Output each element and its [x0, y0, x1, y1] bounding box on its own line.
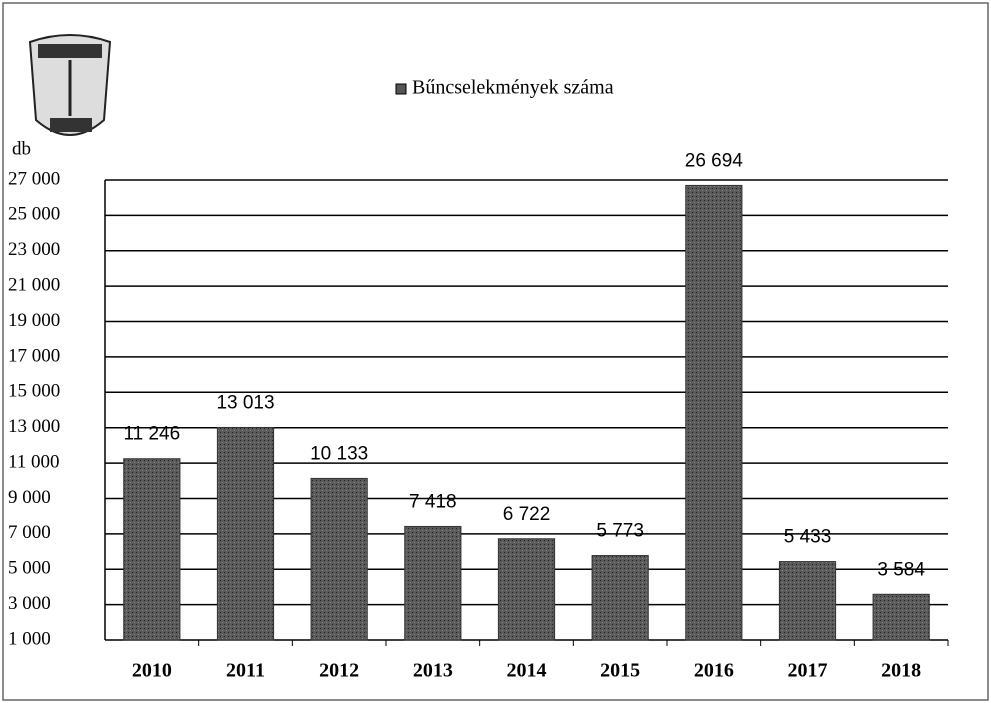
bar: [685, 184, 743, 641]
x-tick-label: 2015: [600, 660, 640, 682]
y-tick-label: 19 000: [8, 310, 60, 331]
y-tick-label: 25 000: [8, 204, 60, 225]
x-tick-label: 2012: [319, 660, 359, 682]
x-tick-label: 2010: [132, 660, 172, 682]
y-tick-label: 1 000: [8, 628, 51, 649]
value-label: 13 013: [216, 392, 274, 413]
x-tick-label: 2011: [226, 660, 265, 682]
legend-swatch: [395, 83, 407, 95]
y-tick-label: 9 000: [8, 487, 51, 508]
bar: [872, 593, 930, 641]
y-tick-label: 7 000: [8, 522, 51, 543]
y-tick-label: 23 000: [8, 239, 60, 260]
x-tick-label: 2013: [413, 660, 453, 682]
value-label: 3 584: [877, 559, 925, 580]
value-label: 7 418: [409, 491, 457, 512]
y-tick-label: 3 000: [8, 593, 51, 614]
value-label: 26 694: [685, 150, 744, 171]
y-axis-label: db: [12, 138, 31, 159]
y-tick-label: 21 000: [8, 275, 60, 296]
bar: [778, 561, 837, 641]
value-label: 5 433: [784, 527, 832, 548]
value-label: 10 133: [310, 443, 368, 464]
bar: [591, 555, 649, 641]
x-tick-label: 2014: [507, 660, 547, 682]
y-tick-label: 17 000: [8, 345, 60, 366]
y-tick-label: 11 000: [8, 451, 60, 472]
x-tick-label: 2017: [788, 660, 828, 682]
bar: [310, 477, 368, 641]
value-label: 5 773: [596, 521, 644, 542]
bar: [497, 538, 556, 641]
bar: [404, 525, 462, 641]
bar: [123, 458, 181, 641]
y-tick-label: 27 000: [8, 168, 60, 189]
value-label: 6 722: [503, 504, 551, 525]
y-tick-label: 15 000: [8, 381, 60, 402]
value-label: 11 246: [123, 424, 180, 445]
x-tick-label: 2018: [881, 660, 921, 682]
bar: [216, 426, 275, 641]
legend-label: Bűncselekmények száma: [412, 77, 614, 99]
y-tick-label: 13 000: [8, 416, 60, 437]
logo: [28, 34, 112, 136]
y-tick-label: 5 000: [8, 558, 51, 579]
x-tick-label: 2016: [694, 660, 734, 682]
